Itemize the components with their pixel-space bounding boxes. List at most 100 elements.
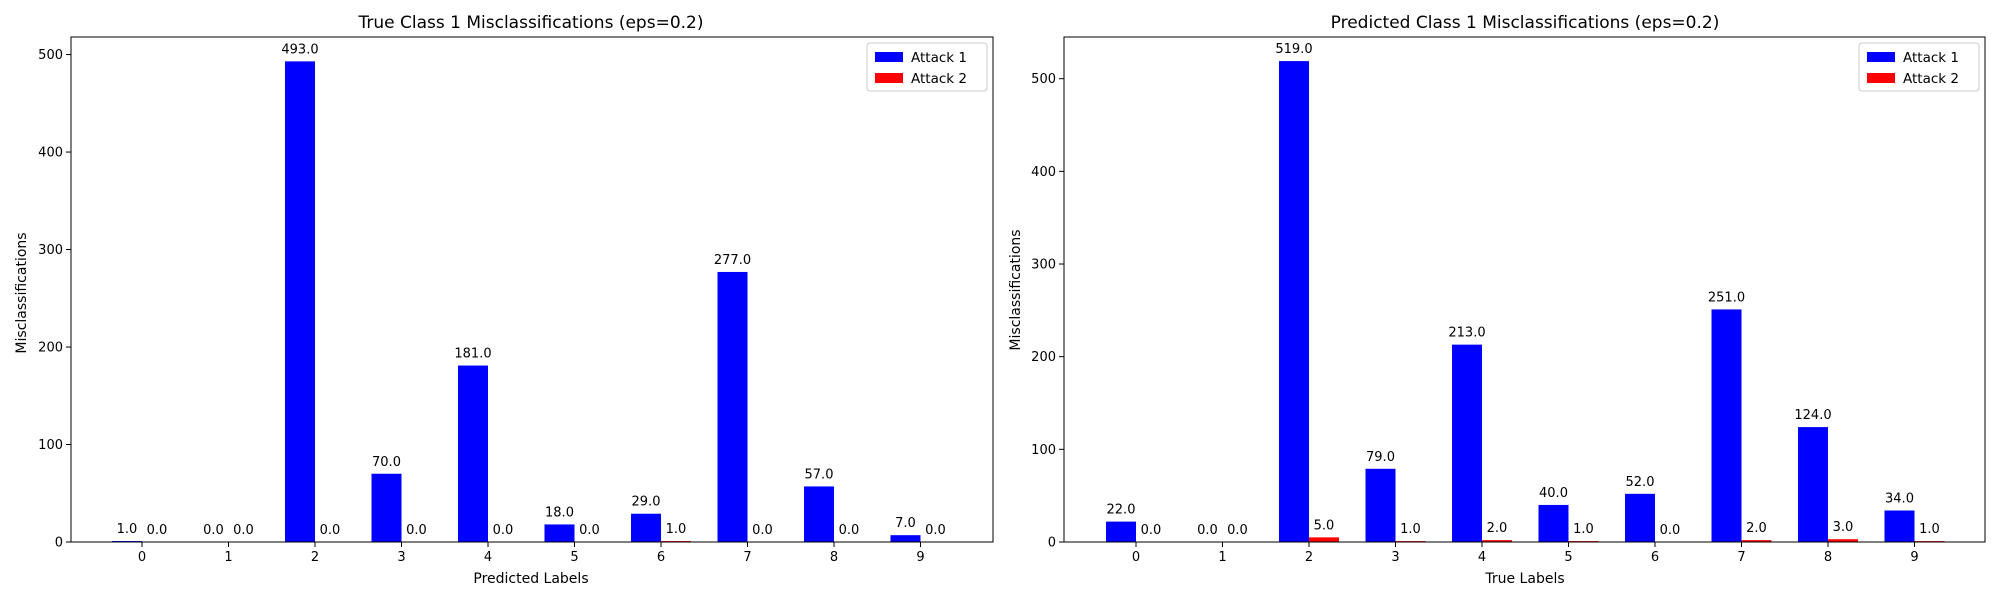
data-label: 57.0	[805, 467, 834, 482]
bar-attack-2-8	[1828, 539, 1858, 542]
legend-label-attack-2: Attack 2	[911, 71, 967, 87]
bar-attack-1-6	[631, 513, 661, 542]
data-label: 1.0	[666, 522, 687, 537]
x-tick-label: 9	[1910, 550, 1918, 565]
x-tick-label: 9	[916, 550, 924, 565]
bar-attack-1-4	[1452, 344, 1482, 542]
y-tick-label: 500	[1031, 72, 1056, 87]
y-tick-label: 100	[1031, 443, 1056, 458]
legend-swatch-attack-1	[875, 52, 903, 62]
y-tick-label: 200	[1031, 350, 1056, 365]
y-axis-label: Misclassifications	[1008, 229, 1024, 350]
y-ticks: 0 100 200 300 400 500	[38, 48, 71, 551]
x-tick-label: 8	[1824, 550, 1832, 565]
data-label: 34.0	[1885, 491, 1914, 506]
legend-label-attack-2: Attack 2	[1903, 71, 1959, 87]
data-label: 0.0	[579, 523, 600, 538]
data-label: 213.0	[1448, 326, 1485, 341]
bar-attack-1-8	[1798, 427, 1828, 542]
data-label: 70.0	[372, 455, 401, 470]
y-tick-label: 200	[38, 341, 63, 356]
x-ticks: 0 1 2 3 4 5 6 7 8 9	[138, 542, 925, 565]
data-label: 0.0	[203, 523, 224, 538]
data-label: 0.0	[406, 523, 427, 538]
y-tick-label: 0	[55, 536, 63, 551]
y-tick-label: 300	[1031, 258, 1056, 273]
chart-title: Predicted Class 1 Misclassifications (ep…	[1331, 13, 1720, 33]
x-tick-label: 3	[397, 550, 405, 565]
data-label: 0.0	[1660, 523, 1681, 538]
data-label: 493.0	[281, 42, 318, 57]
data-label: 0.0	[1197, 523, 1218, 538]
bar-attack-2-4	[1482, 540, 1512, 542]
legend: Attack 1 Attack 2	[1858, 42, 1980, 92]
data-label: 22.0	[1107, 503, 1136, 518]
bar-attack-1-3	[371, 473, 402, 542]
x-tick-label: 6	[657, 550, 665, 565]
bar-attack-1-8	[804, 486, 834, 542]
y-tick-label: 100	[38, 438, 63, 453]
data-label: 29.0	[632, 495, 661, 510]
y-tick-label: 400	[38, 146, 63, 161]
data-label: 0.0	[1227, 523, 1248, 538]
y-ticks: 0 100 200 300 400 500	[1031, 72, 1064, 551]
data-label: 0.0	[233, 523, 254, 538]
data-label: 1.0	[1400, 522, 1421, 537]
legend: Attack 1 Attack 2	[866, 42, 988, 92]
x-axis-label: Predicted Labels	[473, 571, 588, 587]
x-tick-label: 6	[1651, 550, 1659, 565]
data-label: 52.0	[1626, 475, 1655, 490]
bar-attack-1-4	[458, 365, 488, 542]
data-label: 251.0	[1708, 290, 1745, 305]
chart-panel-true-class: True Class 1 Misclassifications (eps=0.2…	[14, 13, 994, 587]
x-tick-label: 2	[1305, 550, 1313, 565]
data-label: 0.0	[752, 523, 773, 538]
bar-attack-1-9	[1884, 510, 1915, 542]
data-label: 0.0	[493, 523, 514, 538]
data-label: 2.0	[1746, 521, 1767, 536]
x-tick-label: 7	[743, 550, 751, 565]
data-label: 519.0	[1275, 42, 1312, 57]
data-label: 1.0	[1919, 522, 1940, 537]
x-tick-label: 4	[1478, 550, 1486, 565]
bar-attack-1-0	[1106, 521, 1136, 542]
x-axis-label: True Labels	[1484, 571, 1564, 587]
data-label: 0.0	[839, 523, 860, 538]
y-tick-label: 300	[38, 243, 63, 258]
data-labels: 1.0 0.0 493.0 70.0 181.0 18.0 29.0 277.0 57.0 7.0…	[117, 42, 946, 538]
x-tick-label: 8	[830, 550, 838, 565]
bars	[1106, 61, 1945, 543]
chart-title: True Class 1 Misclassifications (eps=0.2…	[358, 13, 704, 33]
data-label: 1.0	[1573, 522, 1594, 537]
data-label: 1.0	[117, 522, 138, 537]
data-label: 277.0	[714, 253, 751, 268]
data-labels: 22.0 0.0 519.0 79.0 213.0 40.0 52.0 251.0 124.0 3…	[1107, 42, 1940, 538]
x-tick-label: 5	[1564, 550, 1572, 565]
x-ticks: 0 1 2 3 4 5 6 7 8 9	[1132, 542, 1919, 565]
bar-attack-1-7	[1711, 309, 1742, 542]
bar-attack-1-6	[1625, 493, 1655, 542]
bar-attack-1-2	[1279, 61, 1309, 543]
legend-swatch-attack-1	[1867, 52, 1895, 62]
data-label: 181.0	[454, 347, 491, 362]
data-label: 0.0	[1141, 523, 1162, 538]
plot-frame	[70, 36, 994, 543]
bars	[112, 61, 921, 542]
x-tick-label: 7	[1737, 550, 1745, 565]
bar-attack-1-2	[285, 61, 315, 542]
bar-attack-2-2	[1309, 537, 1339, 542]
bar-attack-1-7	[717, 271, 748, 542]
data-label: 5.0	[1314, 518, 1335, 533]
legend-label-attack-1: Attack 1	[911, 50, 967, 66]
x-tick-label: 2	[311, 550, 319, 565]
legend-label-attack-1: Attack 1	[1903, 50, 1959, 66]
legend-swatch-attack-2	[875, 73, 903, 83]
y-axis-label: Misclassifications	[14, 232, 30, 353]
x-tick-label: 0	[1132, 550, 1140, 565]
bar-attack-2-7	[1741, 540, 1772, 542]
data-label: 0.0	[320, 523, 341, 538]
x-tick-label: 3	[1391, 550, 1399, 565]
bar-attack-1-9	[890, 535, 921, 542]
data-label: 2.0	[1487, 521, 1508, 536]
